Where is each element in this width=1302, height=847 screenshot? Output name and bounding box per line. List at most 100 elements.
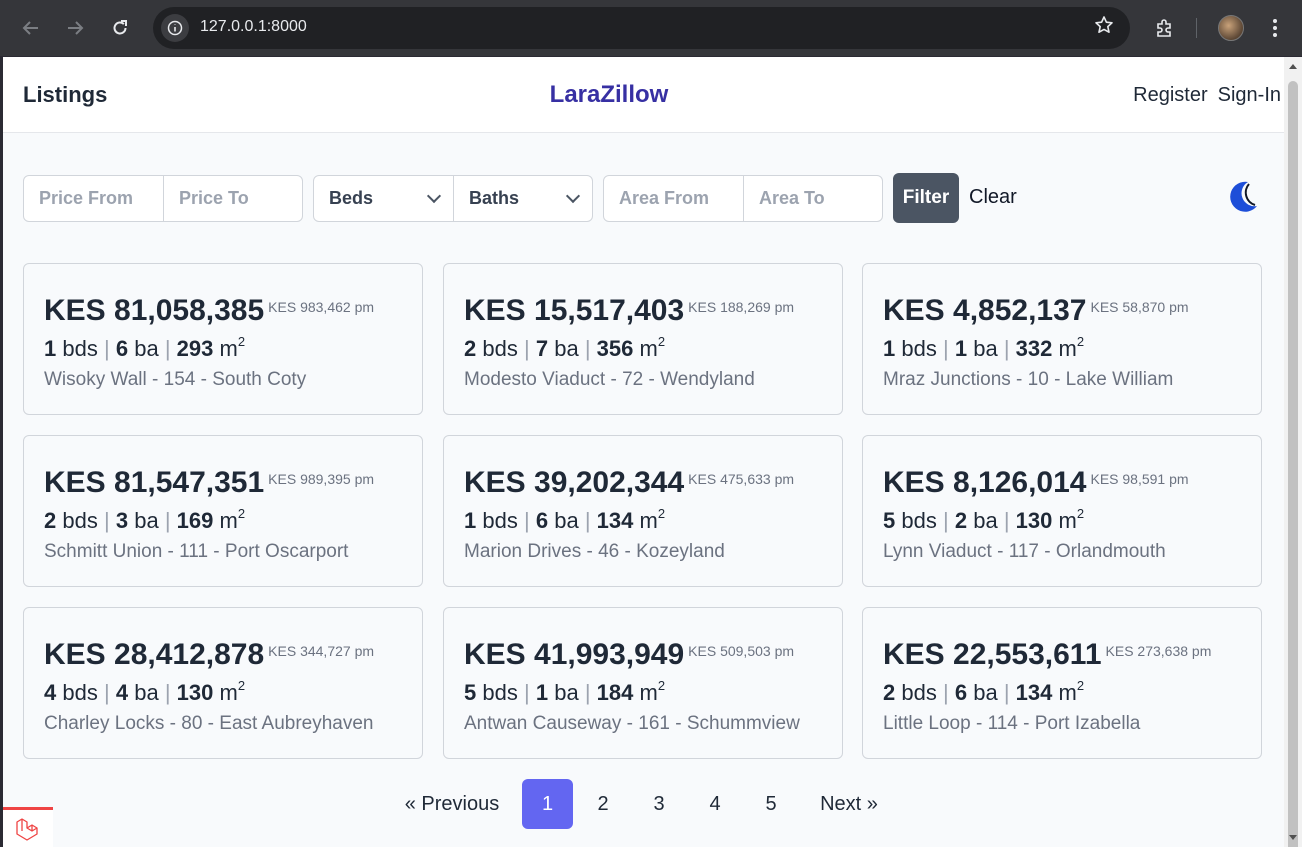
toolbar-divider bbox=[1196, 18, 1197, 38]
listing-beds-value: 2 bbox=[44, 508, 57, 533]
listing-specs: 5 bds | 2 ba | 130 m2 bbox=[883, 506, 1085, 533]
listing-card[interactable]: KES 28,412,878 KES 344,727 pm 4 bds | 4 b… bbox=[23, 607, 423, 759]
beds-unit: bds bbox=[62, 680, 98, 705]
sign-in-link[interactable]: Sign-In bbox=[1217, 84, 1281, 106]
listing-card[interactable]: KES 4,852,137 KES 58,870 pm 1 bds | 1 ba … bbox=[862, 263, 1262, 415]
scroll-up-icon[interactable] bbox=[1289, 64, 1297, 69]
top-navigation: Listings LaraZillow Register Sign-In bbox=[3, 57, 1284, 133]
pagination-page[interactable]: 2 bbox=[597, 792, 609, 815]
listing-baths-value: 2 bbox=[954, 508, 968, 533]
register-link[interactable]: Register bbox=[1133, 84, 1208, 106]
listing-price: KES 81,058,385 bbox=[44, 294, 265, 327]
laravel-debugbar-badge[interactable] bbox=[3, 807, 53, 847]
listing-area-value: 293 bbox=[176, 336, 214, 361]
listing-specs: 1 bds | 6 ba | 293 m2 bbox=[44, 334, 246, 361]
area-from-input[interactable]: Area From bbox=[619, 188, 710, 208]
rooms-filter-group: Beds Baths bbox=[313, 175, 593, 222]
site-info-icon[interactable] bbox=[161, 14, 189, 42]
listing-specs: 2 bds | 7 ba | 356 m2 bbox=[464, 334, 666, 361]
listing-baths-value: 6 bbox=[115, 336, 129, 361]
beds-unit: bds bbox=[482, 508, 518, 533]
listing-specs: 1 bds | 1 ba | 332 m2 bbox=[883, 334, 1085, 361]
listing-address: Schmitt Union - 111 - Port Oscarport bbox=[44, 541, 349, 562]
address-bar[interactable]: 127.0.0.1:8000 bbox=[153, 7, 1130, 49]
area-unit-exponent: 2 bbox=[1076, 506, 1085, 521]
listing-area-value: 332 bbox=[1015, 336, 1053, 361]
area-unit-exponent: 2 bbox=[1076, 678, 1085, 693]
pagination-next[interactable]: Next » bbox=[820, 792, 878, 815]
listing-card[interactable]: KES 8,126,014 KES 98,591 pm 5 bds | 2 ba … bbox=[862, 435, 1262, 587]
listing-card[interactable]: KES 81,547,351 KES 989,395 pm 2 bds | 3 b… bbox=[23, 435, 423, 587]
pagination-page[interactable]: 3 bbox=[653, 792, 665, 815]
beds-select[interactable]: Beds bbox=[314, 176, 453, 221]
listing-beds-value: 5 bbox=[883, 508, 896, 533]
baths-unit: ba bbox=[554, 336, 579, 361]
listing-monthly-payment: KES 475,633 pm bbox=[688, 471, 795, 487]
pagination-page[interactable]: 4 bbox=[709, 792, 721, 815]
price-to-input[interactable]: Price To bbox=[163, 176, 302, 221]
avatar bbox=[1218, 15, 1244, 41]
listing-specs: 4 bds | 4 ba | 130 m2 bbox=[44, 678, 246, 705]
pagination-previous[interactable]: « Previous bbox=[404, 792, 500, 815]
area-to-input[interactable]: Area To bbox=[743, 176, 882, 221]
area-unit: m bbox=[639, 680, 658, 705]
baths-unit: ba bbox=[554, 508, 579, 533]
reload-icon[interactable] bbox=[104, 12, 136, 44]
listing-beds-value: 5 bbox=[464, 680, 477, 705]
pagination-page-current[interactable]: 1 bbox=[522, 779, 573, 829]
listing-price: KES 28,412,878 bbox=[44, 638, 265, 671]
listing-specs: 2 bds | 6 ba | 134 m2 bbox=[883, 678, 1085, 705]
listing-card[interactable]: KES 41,993,949 KES 509,503 pm 5 bds | 1 b… bbox=[443, 607, 843, 759]
scroll-down-icon[interactable] bbox=[1289, 835, 1297, 840]
listing-specs: 5 bds | 1 ba | 184 m2 bbox=[464, 678, 666, 705]
page-scrollbar[interactable] bbox=[1284, 57, 1302, 847]
profile-avatar[interactable] bbox=[1215, 12, 1247, 44]
clear-button[interactable]: Clear bbox=[969, 186, 1017, 208]
pagination-page[interactable]: 5 bbox=[765, 792, 777, 815]
filter-button[interactable]: Filter bbox=[893, 173, 959, 223]
beds-unit: bds bbox=[62, 508, 98, 533]
listing-beds-value: 1 bbox=[883, 336, 896, 361]
listing-beds-value: 1 bbox=[44, 336, 57, 361]
menu-kebab-icon[interactable] bbox=[1260, 12, 1290, 44]
listing-price: KES 41,993,949 bbox=[464, 638, 685, 671]
area-unit: m bbox=[219, 680, 238, 705]
area-unit: m bbox=[1058, 680, 1077, 705]
scrollbar-thumb[interactable] bbox=[1288, 81, 1298, 847]
laravel-logo-icon bbox=[16, 817, 38, 841]
brand-logo-link[interactable]: LaraZillow bbox=[549, 81, 669, 108]
listings-link[interactable]: Listings bbox=[23, 82, 108, 107]
listing-monthly-payment: KES 509,503 pm bbox=[688, 643, 795, 659]
baths-select[interactable]: Baths bbox=[453, 176, 592, 221]
baths-unit: ba bbox=[134, 336, 159, 361]
listing-area-value: 134 bbox=[596, 508, 634, 533]
back-icon[interactable] bbox=[15, 12, 47, 44]
listing-card[interactable]: KES 15,517,403 KES 188,269 pm 2 bds | 7 b… bbox=[443, 263, 843, 415]
listing-address: Charley Locks - 80 - East Aubreyhaven bbox=[44, 713, 374, 734]
forward-icon[interactable] bbox=[59, 12, 91, 44]
baths-unit: ba bbox=[134, 680, 159, 705]
price-from-input[interactable]: Price From bbox=[39, 188, 134, 208]
listing-baths-value: 3 bbox=[115, 508, 129, 533]
listing-card[interactable]: KES 81,058,385 KES 983,462 pm 1 bds | 6 b… bbox=[23, 263, 423, 415]
baths-select-label: Baths bbox=[469, 188, 520, 208]
area-unit: m bbox=[1058, 336, 1077, 361]
beds-unit: bds bbox=[901, 336, 937, 361]
listing-beds-value: 4 bbox=[44, 680, 57, 705]
listing-specs: 2 bds | 3 ba | 169 m2 bbox=[44, 506, 246, 533]
listing-address: Little Loop - 114 - Port Izabella bbox=[883, 713, 1141, 734]
listing-address: Antwan Causeway - 161 - Schummview bbox=[464, 713, 800, 734]
listing-area-value: 356 bbox=[596, 336, 634, 361]
baths-unit: ba bbox=[134, 508, 159, 533]
listing-area-value: 134 bbox=[1015, 680, 1053, 705]
listing-address: Wisoky Wall - 154 - South Coty bbox=[44, 369, 307, 390]
price-filter-group: Price From Price To bbox=[23, 175, 303, 222]
listing-monthly-payment: KES 188,269 pm bbox=[688, 299, 795, 315]
extensions-icon[interactable] bbox=[1148, 12, 1180, 44]
dark-mode-toggle[interactable] bbox=[1223, 178, 1259, 214]
beds-select-label: Beds bbox=[329, 188, 374, 208]
listing-card[interactable]: KES 22,553,611 KES 273,638 pm 2 bds | 6 b… bbox=[862, 607, 1262, 759]
listing-price: KES 39,202,344 bbox=[464, 466, 685, 499]
listing-card[interactable]: KES 39,202,344 KES 475,633 pm 1 bds | 6 b… bbox=[443, 435, 843, 587]
bookmark-star-icon[interactable] bbox=[1094, 15, 1114, 41]
